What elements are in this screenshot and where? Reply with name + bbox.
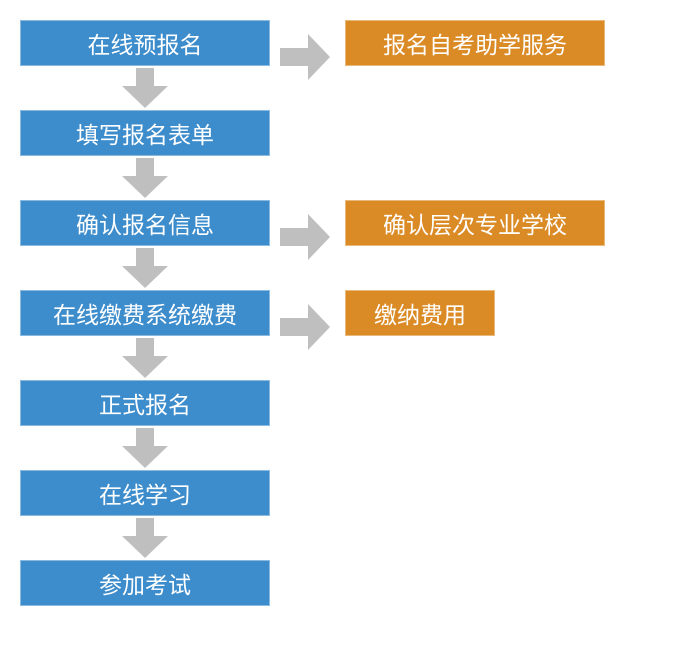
flow-node-n3: 确认报名信息 (20, 200, 270, 246)
flow-node-label: 确认报名信息 (76, 206, 214, 240)
flow-node-a3: 确认层次专业学校 (345, 200, 605, 246)
flow-node-label: 在线预报名 (88, 26, 203, 60)
flow-node-label: 正式报名 (99, 386, 191, 420)
flowchart-container: 在线预报名 报名自考助学服务填写报名表单确认报名信息 确认层次专业学校在线缴费系统缴… (0, 0, 680, 646)
flow-node-n4: 在线缴费系统缴费 (20, 290, 270, 336)
flow-node-label: 报名自考助学服务 (383, 26, 567, 60)
arrow-down-icon (136, 518, 154, 558)
arrow-down-icon (136, 248, 154, 288)
flow-node-label: 填写报名表单 (76, 116, 214, 150)
flow-node-label: 在线缴费系统缴费 (53, 296, 237, 330)
arrow-down-icon (136, 338, 154, 378)
flow-node-label: 确认层次专业学校 (383, 206, 567, 240)
arrow-down-icon (136, 158, 154, 198)
flow-node-a1: 报名自考助学服务 (345, 20, 605, 66)
arrow-down-icon (136, 68, 154, 108)
flow-node-n5: 正式报名 (20, 380, 270, 426)
arrow-down-icon (136, 428, 154, 468)
arrow-right-icon (280, 214, 330, 260)
flow-node-a4: 缴纳费用 (345, 290, 495, 336)
flow-node-n6: 在线学习 (20, 470, 270, 516)
flow-node-n1: 在线预报名 (20, 20, 270, 66)
flow-node-n7: 参加考试 (20, 560, 270, 606)
arrow-right-icon (280, 34, 330, 80)
flow-node-label: 缴纳费用 (374, 296, 466, 330)
arrow-right-icon (280, 304, 330, 350)
flow-node-n2: 填写报名表单 (20, 110, 270, 156)
flow-node-label: 在线学习 (99, 476, 191, 510)
flow-node-label: 参加考试 (99, 566, 191, 600)
